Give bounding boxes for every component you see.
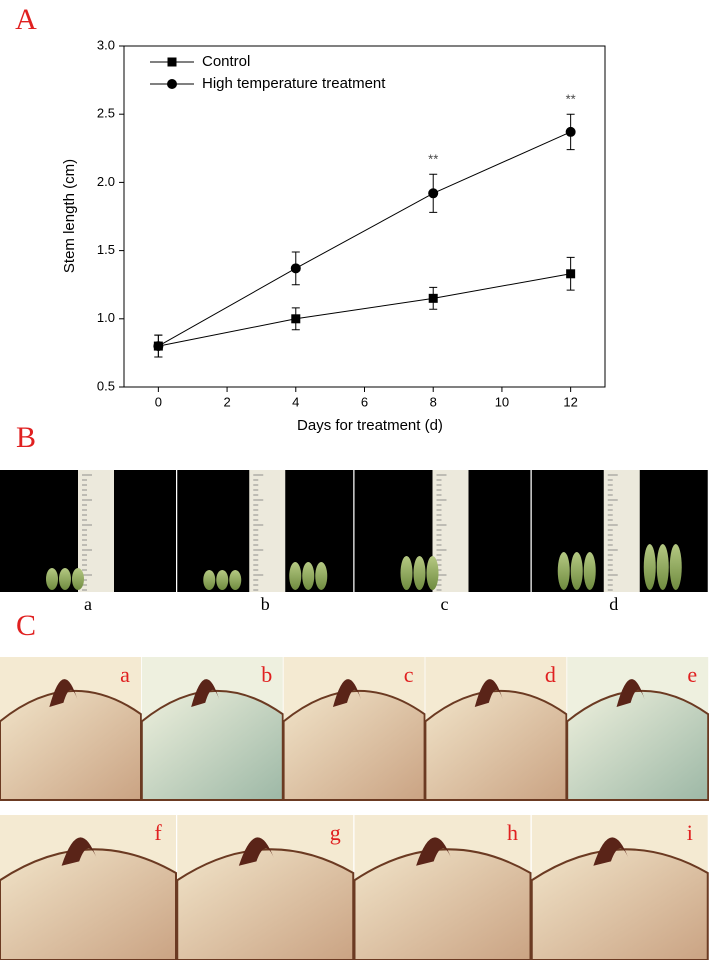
seedling (426, 556, 439, 590)
primordium (332, 679, 362, 708)
x-tick-label: 8 (430, 394, 437, 409)
axes: 0.5 1.0 1.5 2.0 2.5 3.0 0 2 4 6 8 10 12 (97, 37, 578, 409)
seedling (583, 552, 596, 590)
seedling (302, 562, 315, 590)
y-tick-label: 2.5 (97, 106, 115, 121)
y-tick-label: 0.5 (97, 378, 115, 393)
panel-letter: C (16, 609, 36, 642)
photo-label: a (84, 594, 92, 614)
tissue (424, 689, 568, 801)
annotation: ** (566, 92, 576, 107)
seedling (289, 562, 302, 590)
photo-label: b (261, 594, 270, 614)
x-tick-label: 0 (155, 394, 162, 409)
marker (153, 341, 164, 352)
marker (565, 126, 576, 137)
seedling (413, 556, 426, 590)
x-axis-label: Days for treatment (d) (297, 417, 443, 434)
micrograph-label: f (154, 820, 162, 845)
x-tick-label: 10 (495, 394, 509, 409)
panel-letter: A (15, 3, 37, 36)
micrograph-label: a (120, 662, 130, 687)
y-tick-label: 1.5 (97, 242, 115, 257)
seedling (46, 568, 58, 590)
seedling (203, 570, 216, 590)
seedling (315, 562, 328, 590)
primordium (593, 837, 629, 866)
micrograph-label: c (404, 662, 414, 687)
seedling (59, 568, 71, 590)
micrograph-label: i (687, 820, 693, 845)
marker (428, 293, 438, 303)
tissue (353, 848, 532, 960)
x-tick-label: 2 (223, 394, 230, 409)
series-line (158, 273, 571, 347)
micrograph-label: b (261, 662, 272, 687)
tissue (566, 689, 709, 801)
seedling (669, 544, 682, 590)
primordium (474, 679, 503, 708)
y-tick-label: 2.0 (97, 174, 115, 189)
micrograph-label: g (330, 820, 341, 845)
primordium (238, 837, 275, 866)
primordium (191, 679, 220, 708)
plot-frame (123, 45, 606, 388)
marker (428, 188, 439, 199)
tissue (0, 848, 177, 960)
primordium (49, 679, 78, 708)
ruler (603, 470, 640, 592)
marker (290, 263, 301, 274)
seedling (229, 570, 242, 590)
legend-label: Control (202, 53, 250, 70)
marker (167, 79, 177, 89)
photo-label: d (609, 594, 618, 614)
tissue (176, 848, 355, 960)
tissue (140, 689, 284, 801)
panel-letter: B (16, 421, 36, 454)
ruler (78, 470, 114, 592)
tissue (0, 689, 142, 801)
seedling (557, 552, 570, 590)
primordium (61, 837, 97, 866)
ruler (432, 470, 469, 592)
annotation: ** (428, 152, 438, 167)
seedling (656, 544, 669, 590)
x-tick-label: 4 (292, 394, 299, 409)
seedling (570, 552, 583, 590)
seedling (72, 568, 84, 590)
series-line (158, 131, 571, 347)
seedling (216, 570, 229, 590)
y-tick-label: 1.0 (97, 310, 115, 325)
marker (291, 314, 301, 324)
seedling (400, 556, 413, 590)
marker (566, 269, 576, 279)
seedling (643, 544, 656, 590)
photo-label: c (441, 594, 449, 614)
primordium (416, 837, 452, 866)
tissue (282, 689, 426, 801)
legend-label: High temperature treatment (202, 75, 386, 92)
micrograph-label: d (545, 662, 556, 687)
marker (167, 57, 177, 67)
x-tick-label: 12 (563, 394, 577, 409)
x-tick-label: 6 (361, 394, 368, 409)
y-axis-label: Stem length (cm) (61, 159, 78, 273)
tissue (530, 848, 709, 960)
micrograph-label: e (687, 662, 697, 687)
micrograph-label: h (507, 820, 518, 845)
primordium (616, 679, 645, 708)
ruler (249, 470, 286, 592)
y-tick-label: 3.0 (97, 37, 115, 52)
